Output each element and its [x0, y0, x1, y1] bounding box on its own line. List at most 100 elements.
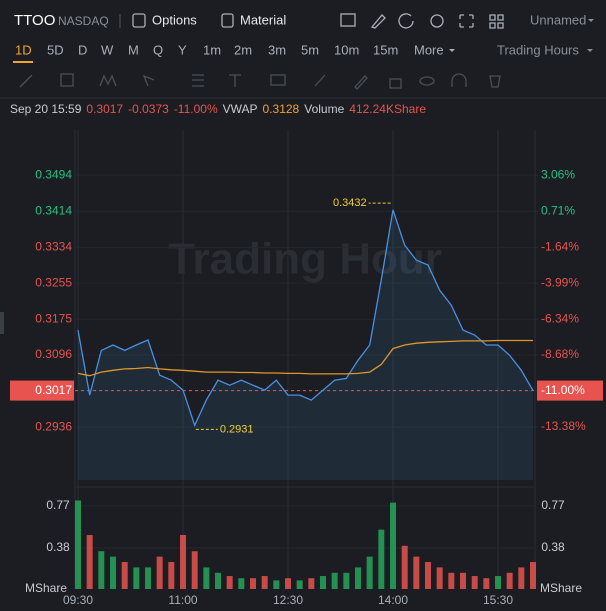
material-icon[interactable]: [221, 13, 234, 28]
y2-tick-label: -3.99%: [541, 275, 579, 289]
volume-bar: [320, 576, 326, 589]
volume-unit: MShare: [25, 581, 67, 595]
volume-bar: [121, 562, 128, 589]
y2-tick-label: 0.71%: [541, 203, 575, 217]
volume-bar: [238, 578, 245, 589]
x-tick-label: 14:00: [378, 593, 408, 607]
period-tab[interactable]: Y: [178, 42, 187, 57]
top-icons: [340, 13, 504, 29]
volume-unit: MShare: [540, 581, 582, 595]
volume-bar: [273, 580, 280, 589]
volume-tick-label: 0.77: [46, 498, 70, 512]
volume-bar: [75, 500, 81, 589]
period-tab[interactable]: 2m: [234, 42, 252, 57]
indicator-icon[interactable]: [340, 13, 356, 27]
tool-icon[interactable]: [389, 78, 402, 89]
vwap-line: [77, 339, 533, 377]
dropdown-arrow: [588, 19, 594, 22]
settings-icon[interactable]: [430, 14, 444, 28]
volume-bar: [110, 556, 116, 589]
price-area: [78, 209, 533, 480]
tool-icon[interactable]: [19, 74, 33, 88]
volume-bar: [308, 578, 315, 589]
tool-icon[interactable]: [354, 75, 368, 90]
symbol: TTOO: [14, 12, 55, 29]
quote-field: 0.3017: [86, 102, 123, 116]
material-button[interactable]: Material: [240, 12, 286, 27]
options-icon[interactable]: [132, 13, 146, 28]
tool-icon[interactable]: [229, 74, 241, 87]
y2-tick-label: -11.00%: [541, 383, 585, 397]
y2-tick-label: -13.38%: [541, 419, 586, 433]
y2-tick-label: -8.68%: [541, 347, 579, 361]
refresh-icon[interactable]: [398, 13, 414, 29]
tool-icon[interactable]: [489, 75, 501, 88]
volume-bar: [180, 535, 186, 589]
x-tick-label: 09:30: [63, 593, 93, 607]
tool-icon[interactable]: [314, 74, 326, 87]
volume-bar: [495, 576, 501, 589]
x-tick-label: 15:30: [483, 593, 513, 607]
period-tab[interactable]: 15m: [373, 42, 398, 57]
options-button[interactable]: Options: [152, 12, 197, 27]
volume-bar: [518, 567, 525, 589]
period-tab[interactable]: D: [78, 42, 87, 57]
period-tab[interactable]: More: [414, 42, 444, 57]
volume-bar: [366, 556, 373, 589]
dropdown-arrow: [449, 49, 455, 52]
annotation-label: 0.3432: [333, 197, 367, 209]
volume-bar: [355, 567, 361, 589]
volume-bar: [343, 572, 350, 589]
tool-icon[interactable]: [142, 74, 155, 87]
tool-icon[interactable]: [270, 74, 286, 86]
volume-tick-label: 0.77: [541, 498, 565, 512]
period-tab[interactable]: 5D: [47, 42, 64, 57]
watermark: Trading Hour: [168, 235, 442, 284]
tool-icon[interactable]: [192, 74, 204, 87]
period-tab[interactable]: 10m: [334, 42, 359, 57]
period-tab[interactable]: Q: [153, 42, 163, 57]
period-tab[interactable]: M: [128, 42, 139, 57]
tool-icon[interactable]: [60, 73, 74, 87]
drawing-toolbar: [19, 73, 501, 90]
volume-bar: [460, 572, 466, 589]
period-tab[interactable]: 3m: [268, 42, 286, 57]
fullscreen-icon[interactable]: [459, 14, 474, 28]
volume-bar: [331, 572, 338, 589]
y2-tick-label: -1.64%: [541, 239, 579, 253]
draw-icon[interactable]: [370, 14, 386, 29]
y-tick-label: 0.3017: [35, 383, 72, 397]
volume-bar: [436, 567, 443, 589]
volume-bar: [261, 576, 268, 589]
period-tab[interactable]: 1D: [15, 42, 32, 57]
period-tab[interactable]: W: [101, 42, 114, 57]
tool-icon[interactable]: [419, 76, 435, 86]
period-tab[interactable]: 5m: [301, 42, 319, 57]
volume-bar: [506, 572, 513, 589]
period-tab[interactable]: 1m: [203, 42, 221, 57]
tool-icon[interactable]: [451, 73, 467, 87]
panel-handle[interactable]: [0, 312, 4, 334]
quote-field: Volume: [304, 102, 344, 116]
y-tick-label: 0.3255: [35, 275, 72, 289]
volume-bar: [98, 551, 105, 589]
volume-bar: [203, 567, 210, 589]
price-line: [77, 209, 534, 428]
dropdown-arrow: [587, 49, 593, 52]
volume-bar: [413, 556, 420, 589]
y-tick-label: 0.2936: [35, 419, 72, 433]
layout-name[interactable]: Unnamed: [530, 12, 586, 27]
volume-bar: [378, 529, 385, 589]
y-tick-label: 0.3414: [35, 203, 72, 217]
y-tick-label: 0.3494: [35, 167, 72, 181]
volume-bar: [401, 545, 408, 589]
quote-field: -0.0373: [128, 102, 169, 116]
volume-bar: [390, 502, 396, 589]
y-tick-label: 0.3096: [35, 347, 72, 361]
volume-bar: [250, 578, 256, 589]
layout-icon[interactable]: [489, 14, 504, 29]
tool-icon[interactable]: [99, 74, 117, 87]
session-selector[interactable]: Trading Hours: [497, 42, 579, 57]
